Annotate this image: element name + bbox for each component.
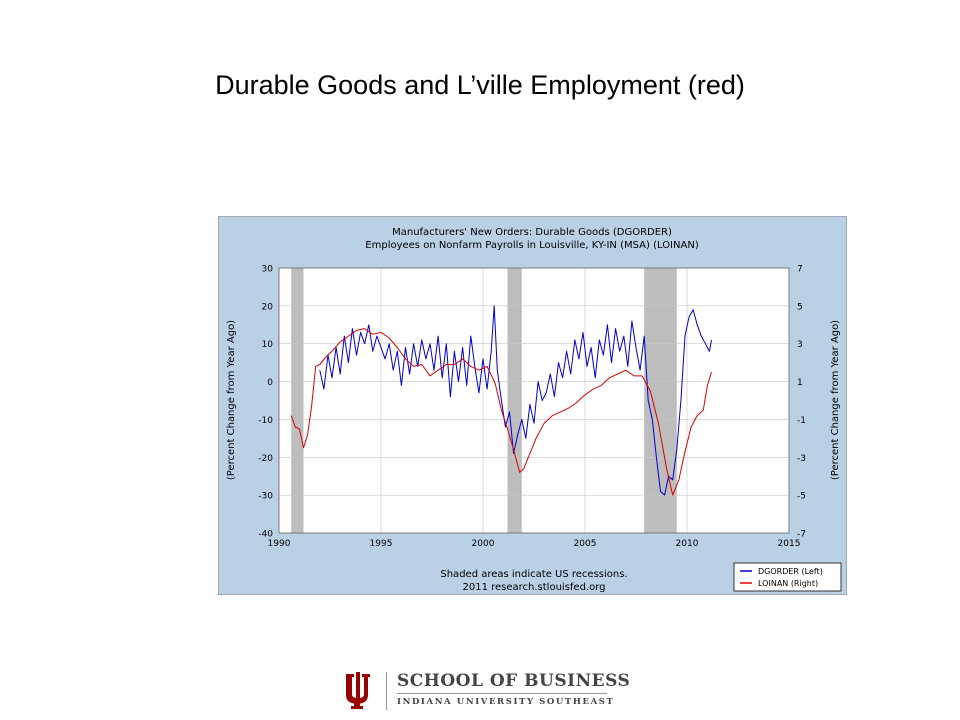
- recession-band-0: [291, 268, 304, 533]
- y-tick-label-right: 7: [797, 265, 803, 275]
- recession-band-1: [507, 268, 522, 533]
- y-axis-label-left: (Percent Change from Year Ago): [226, 320, 237, 480]
- x-tick-label: 2015: [778, 539, 801, 549]
- chart-subtitle: Employees on Nonfarm Payrolls in Louisvi…: [365, 240, 699, 251]
- y-tick-label-right: -7: [797, 530, 806, 540]
- y-tick-label-right: -3: [797, 454, 806, 464]
- series-line-loinan: [290, 328, 712, 496]
- x-tick-label: 2005: [574, 539, 597, 549]
- source-note: 2011 research.stlouisfed.org: [462, 582, 605, 593]
- legend-label-dgorder: DGORDER (Left): [758, 567, 823, 576]
- logo-divider: [386, 672, 387, 710]
- x-tick-label: 1995: [370, 539, 393, 549]
- school-logo: SCHOOL OF BUSINESS INDIANA UNIVERSITY SO…: [340, 668, 630, 713]
- series-line-dgorder: [319, 305, 712, 496]
- recession-note: Shaded areas indicate US recessions.: [440, 569, 627, 580]
- chart-title: Manufacturers' New Orders: Durable Goods…: [392, 227, 672, 238]
- y-tick-label-right: 1: [797, 378, 803, 388]
- x-tick-label: 2000: [472, 539, 495, 549]
- y-tick-label-right: 3: [797, 340, 803, 350]
- y-tick-label-left: -40: [258, 530, 273, 540]
- y-tick-label-left: 10: [262, 340, 274, 350]
- x-tick-label: 2010: [676, 539, 699, 549]
- logo-university-name: INDIANA UNIVERSITY SOUTHEAST: [397, 697, 615, 707]
- plot-border: [278, 267, 790, 534]
- logo-rule: [397, 693, 607, 694]
- y-tick-label-left: -30: [258, 492, 273, 502]
- legend: DGORDER (Left) LOINAN (Right): [733, 562, 842, 592]
- y-tick-label-left: 0: [267, 378, 273, 388]
- y-tick-label-left: 20: [262, 302, 274, 312]
- x-tick-label: 1990: [268, 539, 291, 549]
- y-tick-label-right: 5: [797, 302, 803, 312]
- chart-frame: Manufacturers' New Orders: Durable Goods…: [218, 216, 847, 595]
- legend-box: [733, 562, 842, 592]
- y-tick-label-right: -1: [797, 416, 806, 426]
- slide-title: Durable Goods and L’ville Employment (re…: [215, 70, 745, 100]
- legend-label-loinan: LOINAN (Right): [758, 579, 818, 588]
- y-tick-label-left: -20: [258, 454, 273, 464]
- chart-svg: Manufacturers' New Orders: Durable Goods…: [218, 216, 847, 595]
- iu-trident-icon: [346, 672, 370, 709]
- logo-school-name: SCHOOL OF BUSINESS: [397, 671, 631, 691]
- y-axis-label-right: (Percent Change from Year Ago): [830, 320, 841, 480]
- plot-background: [279, 268, 789, 533]
- y-tick-label-left: -10: [258, 416, 273, 426]
- y-tick-label-right: -5: [797, 492, 806, 502]
- y-tick-label-left: 30: [262, 265, 274, 275]
